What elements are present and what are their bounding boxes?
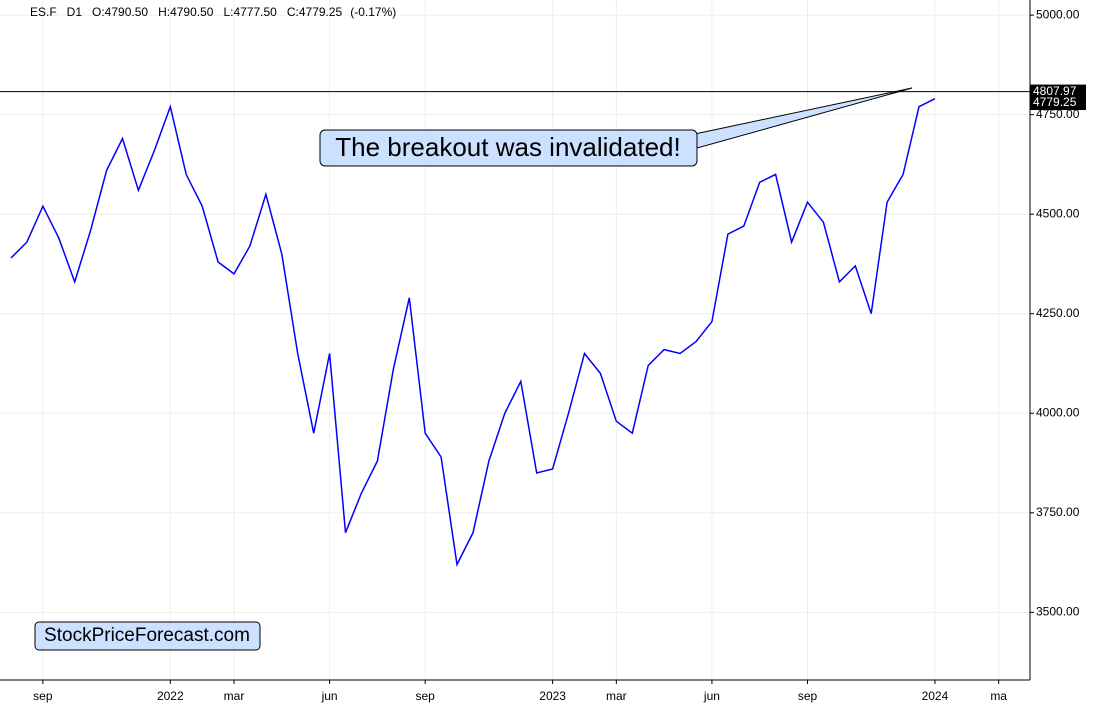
- y-tick-label: 4250.00: [1036, 306, 1080, 320]
- x-tick-label: mar: [606, 689, 627, 703]
- x-tick-label: jun: [703, 689, 720, 703]
- level-label: 4807.97: [1033, 84, 1077, 98]
- y-tick-label: 4500.00: [1036, 206, 1080, 220]
- watermark-box: [34, 621, 261, 651]
- close: C:4779.25: [287, 5, 343, 19]
- symbol: ES.F: [30, 5, 57, 19]
- last-price-label: 4779.25: [1033, 95, 1077, 109]
- grid: [0, 0, 1030, 680]
- x-tick-label: mar: [224, 689, 245, 703]
- header: ES.F D1 O:4790.50 H:4790.50 L:4777.50 C:4779.…: [30, 5, 396, 19]
- high: H:4790.50: [158, 5, 214, 19]
- timeframe: D1: [67, 5, 83, 19]
- x-tick-label: 2023: [539, 689, 566, 703]
- level-tag: [1030, 84, 1086, 99]
- y-tick-label: 4750.00: [1036, 107, 1080, 121]
- price-line: [10, 98, 936, 567]
- x-tick-label: sep: [33, 689, 53, 703]
- x-tick-label: ma: [990, 689, 1007, 703]
- watermark: StockPriceForecast.com: [44, 625, 250, 646]
- annotation: The breakout was invalidated!: [335, 132, 680, 162]
- callout-box: [319, 129, 698, 167]
- y-tick-label: 5000.00: [1036, 7, 1080, 21]
- change: (-0.17%): [350, 5, 396, 19]
- open: O:4790.50: [92, 5, 148, 19]
- low: L:4777.50: [223, 5, 277, 19]
- plot: [10, 98, 936, 567]
- last-price-tag: [1030, 96, 1086, 111]
- x-tick-label: 2024: [922, 689, 949, 703]
- x-tick-label: sep: [798, 689, 818, 703]
- y-tick-label: 3750.00: [1036, 505, 1080, 519]
- x-tick-label: sep: [416, 689, 436, 703]
- x-tick-label: 2022: [157, 689, 184, 703]
- y-tick-label: 3500.00: [1036, 604, 1080, 618]
- x-tick-label: jun: [321, 689, 338, 703]
- y-tick-label: 4000.00: [1036, 405, 1080, 419]
- callout-pointer: [689, 87, 913, 151]
